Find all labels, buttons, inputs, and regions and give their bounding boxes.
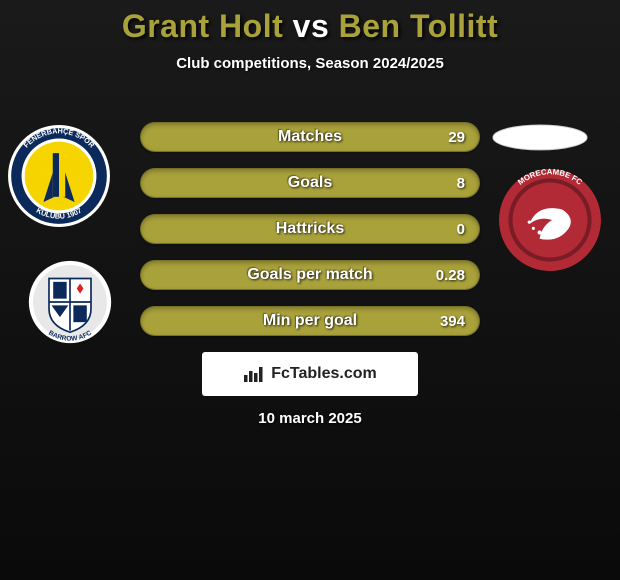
stat-bar: Goals per match 0.28 [140, 260, 480, 290]
stat-label: Min per goal [263, 312, 357, 330]
title-vs: vs [293, 8, 330, 44]
stat-value: 0 [457, 221, 465, 238]
club-badge-oval [492, 124, 588, 151]
stats-container: Matches 29 Goals 8 Hattricks 0 Goals per match… [140, 122, 480, 352]
stat-bar: Goals 8 [140, 168, 480, 198]
club-badge-fenerbahce: FENERBAHÇE SPOR KULÜBÜ 1907 [7, 124, 111, 228]
subtitle: Club competitions, Season 2024/2025 [0, 55, 620, 72]
stat-bar: Matches 29 [140, 122, 480, 152]
stat-label: Goals [288, 174, 332, 192]
fctables-brand: FcTables.com [271, 365, 377, 383]
stat-value: 394 [440, 313, 465, 330]
title-player2: Ben Tollitt [339, 8, 499, 44]
stat-bar: Min per goal 394 [140, 306, 480, 336]
club-badge-barrow: BARROW AFC [28, 260, 112, 344]
club-badge-morecambe: MORECAMBE FC [498, 168, 602, 272]
stat-label: Matches [278, 128, 342, 146]
page-title: Grant Holt vs Ben Tollitt [0, 0, 620, 45]
stat-value: 8 [457, 175, 465, 192]
date-text: 10 march 2025 [0, 410, 620, 427]
stat-label: Hattricks [276, 220, 344, 238]
stat-bar: Hattricks 0 [140, 214, 480, 244]
fctables-attribution: FcTables.com [202, 352, 418, 396]
title-player1: Grant Holt [122, 8, 283, 44]
bar-chart-icon [243, 365, 265, 383]
stat-label: Goals per match [247, 266, 372, 284]
stat-value: 0.28 [436, 267, 465, 284]
stat-value: 29 [448, 129, 465, 146]
